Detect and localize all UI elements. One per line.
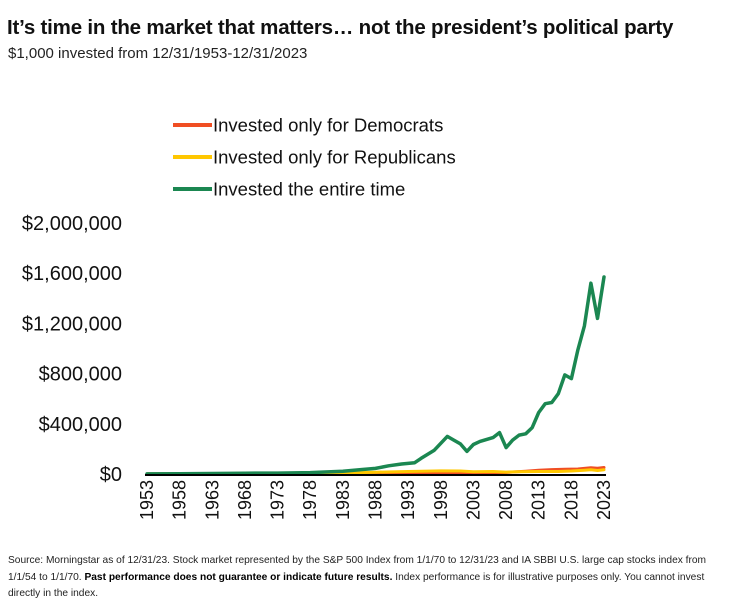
x-tick-label: 1988 <box>366 480 386 520</box>
x-tick-label: 1968 <box>235 480 255 520</box>
legend: Invested only for Democrats Invested only… <box>173 115 456 200</box>
x-tick-label: 1998 <box>431 480 451 520</box>
x-tick-label: 2023 <box>594 480 614 520</box>
disclaimer: Past performance does not guarantee or i… <box>84 571 393 583</box>
source-prefix: Source: Morningstar as of 12/31/23. Stoc… <box>8 555 707 583</box>
x-tick-label: 1978 <box>300 480 320 520</box>
x-tick-label: 1993 <box>398 480 418 520</box>
y-tick-label: $400,000 <box>39 414 122 436</box>
x-tick-label: 2008 <box>496 480 516 520</box>
series-line-2 <box>145 275 606 476</box>
legend-label-1: Invested only for Republicans <box>213 147 456 168</box>
x-axis-ticks: 1953 1958 1963 1968 1973 1978 1983 1988 1993 1998… <box>137 480 614 520</box>
y-tick-label: $0 <box>100 464 122 486</box>
x-tick-label: 1983 <box>333 480 353 520</box>
chart-title: It’s time in the market that matters… no… <box>7 16 674 39</box>
x-tick-label: 2013 <box>529 480 549 520</box>
x-tick-label: 2018 <box>561 480 581 520</box>
y-axis-ticks: $0 $400,000 $800,000 $1,200,000 $1,600,000 $2… <box>22 213 122 486</box>
x-tick-label: 1953 <box>137 480 157 520</box>
source-note: Source: Morningstar as of 12/31/23. Stoc… <box>8 553 733 603</box>
x-tick-label: 2003 <box>463 480 483 520</box>
legend-label-2: Invested the entire time <box>213 179 405 200</box>
x-tick-label: 1963 <box>202 480 222 520</box>
x-tick-label: 1973 <box>268 480 288 520</box>
legend-label-0: Invested only for Democrats <box>213 115 443 136</box>
series-lines <box>145 275 606 476</box>
source-suffix: Index performance is for illustrative pu… <box>8 571 705 600</box>
y-tick-label: $2,000,000 <box>22 213 122 235</box>
y-tick-label: $800,000 <box>39 364 122 386</box>
chart-subtitle: $1,000 invested from 12/31/1953-12/31/20… <box>8 45 308 62</box>
line-chart: Invested only for Democrats Invested only… <box>22 115 614 521</box>
x-tick-label: 1958 <box>170 480 190 520</box>
y-tick-label: $1,600,000 <box>22 263 122 285</box>
y-tick-label: $1,200,000 <box>22 313 122 335</box>
